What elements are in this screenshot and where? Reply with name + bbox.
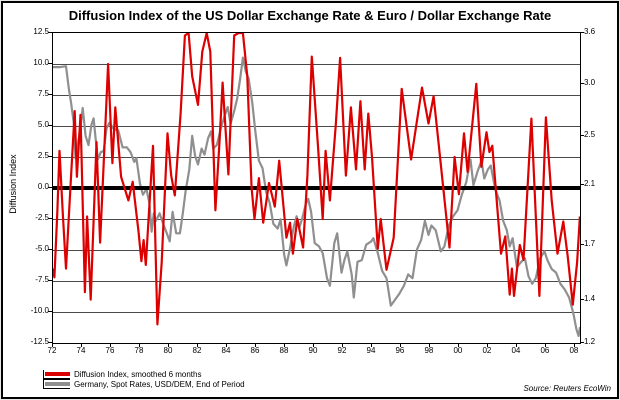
right-axis-tick	[580, 134, 584, 136]
x-axis-tick-label: 80	[163, 346, 173, 355]
left-axis-tick	[48, 342, 52, 343]
right-axis-tick	[580, 184, 584, 186]
right-axis-tick	[580, 298, 584, 300]
right-axis-tick-label: 1.7	[584, 238, 596, 248]
x-axis-tick-label: 88	[279, 346, 289, 355]
legend: Diffusion Index, smoothed 6 months Germa…	[43, 369, 245, 389]
x-axis-tick-label: 90	[308, 346, 318, 355]
left-axis-tick	[48, 63, 52, 64]
x-axis-tick-label: 98	[424, 346, 434, 355]
x-axis-tick	[544, 343, 546, 347]
legend-swatch-diffusion	[43, 369, 70, 379]
legend-line-sample-gray	[45, 382, 70, 386]
right-axis-tick-label: 2.5	[584, 129, 596, 139]
right-axis-tick	[580, 243, 584, 245]
right-axis-tick-label: 2.1	[584, 179, 596, 189]
left-axis-tick	[48, 218, 52, 219]
gridline	[53, 156, 580, 158]
chart-title: Diffusion Index of the US Dollar Exchang…	[68, 8, 552, 23]
left-axis-tick	[48, 32, 52, 33]
x-axis-tick-label: 04	[511, 346, 521, 355]
x-axis-tick-label: 92	[337, 346, 347, 355]
right-axis-tick	[580, 83, 584, 85]
series-usddem-line	[53, 56, 580, 338]
left-axis-tick	[48, 156, 52, 157]
x-axis-tick	[109, 343, 111, 347]
series-diffusion-line	[53, 33, 580, 326]
x-axis-tick	[225, 343, 227, 347]
legend-row-usddem: Germany, Spot Rates, USD/DEM, End of Per…	[43, 379, 245, 389]
left-axis-tick-label: -12.5	[30, 337, 49, 346]
x-axis-tick	[167, 343, 169, 347]
x-axis-tick	[399, 343, 401, 347]
gridline	[53, 311, 580, 313]
left-axis-tick	[48, 280, 52, 281]
x-axis-tick-label: 08	[569, 346, 579, 355]
gridline	[53, 280, 580, 282]
x-axis-tick-label: 02	[482, 346, 492, 355]
right-axis-tick-label: 3.6	[584, 27, 596, 36]
x-axis-tick	[254, 343, 256, 347]
x-axis-tick	[312, 343, 314, 347]
left-axis-tick	[48, 187, 52, 188]
gridline	[53, 218, 580, 220]
x-axis-tick-label: 76	[105, 346, 115, 355]
left-axis-tick-label: 5.0	[37, 120, 49, 129]
right-axis-tick-label: 1.2	[584, 337, 596, 346]
x-axis-tick-label: 06	[540, 346, 550, 355]
legend-line-sample-red	[45, 371, 70, 376]
x-axis-tick	[138, 343, 140, 347]
legend-label-usddem: Germany, Spot Rates, USD/DEM, End of Per…	[74, 379, 245, 389]
x-axis-tick-label: 96	[395, 346, 405, 355]
right-axis-tick	[580, 32, 584, 33]
x-axis-tick	[52, 343, 53, 347]
right-axis-tick	[580, 342, 584, 343]
x-axis-tick	[196, 343, 198, 347]
left-axis-tick-label: 12.5	[33, 27, 49, 36]
legend-label-diffusion: Diffusion Index, smoothed 6 months	[74, 369, 202, 379]
x-axis-tick-label: 72	[47, 346, 57, 355]
left-axis-tick-label: -5.0	[35, 244, 49, 253]
x-axis-tick-label: 94	[366, 346, 376, 355]
right-axis-tick-label: 1.4	[584, 293, 596, 303]
left-axis-tick-label: 2.5	[37, 151, 49, 160]
legend-row-diffusion: Diffusion Index, smoothed 6 months	[43, 369, 245, 379]
x-axis-tick	[80, 343, 82, 347]
x-axis-tick-label: 78	[134, 346, 144, 355]
plot-area	[52, 32, 581, 344]
gridline	[53, 249, 580, 251]
x-axis-tick-label: 82	[192, 346, 202, 355]
x-axis-tick	[370, 343, 372, 347]
x-axis-tick	[573, 343, 575, 347]
x-axis-tick	[428, 343, 430, 347]
x-axis-tick	[283, 343, 285, 347]
left-axis-tick-label: 10.0	[33, 58, 49, 67]
gridline	[53, 94, 580, 96]
x-axis-tick	[457, 343, 459, 347]
x-axis-tick	[515, 343, 517, 347]
left-axis-tick-label: -7.5	[35, 275, 49, 284]
left-axis-tick-label: -2.5	[35, 213, 49, 222]
x-axis-tick-label: 74	[76, 346, 86, 355]
source-note: Source: Reuters EcoWin	[523, 384, 611, 393]
left-axis-tick-label: -10.0	[30, 306, 49, 315]
x-axis-tick-label: 00	[453, 346, 463, 355]
left-axis-tick	[48, 125, 52, 126]
left-axis-tick	[48, 94, 52, 95]
gridline	[53, 63, 580, 65]
left-axis-tick	[48, 311, 52, 312]
left-axis-tick-label: 7.5	[37, 89, 49, 98]
x-axis-tick	[341, 343, 343, 347]
left-axis-tick-label: 0.0	[37, 182, 49, 191]
x-axis-tick	[486, 343, 488, 347]
x-axis-tick-label: 84	[221, 346, 231, 355]
x-axis-tick-label: 86	[250, 346, 260, 355]
legend-swatch-usddem	[43, 379, 70, 389]
left-axis-tick	[48, 249, 52, 250]
series-layer	[53, 33, 580, 338]
right-axis-tick-label: 3.0	[584, 78, 596, 88]
